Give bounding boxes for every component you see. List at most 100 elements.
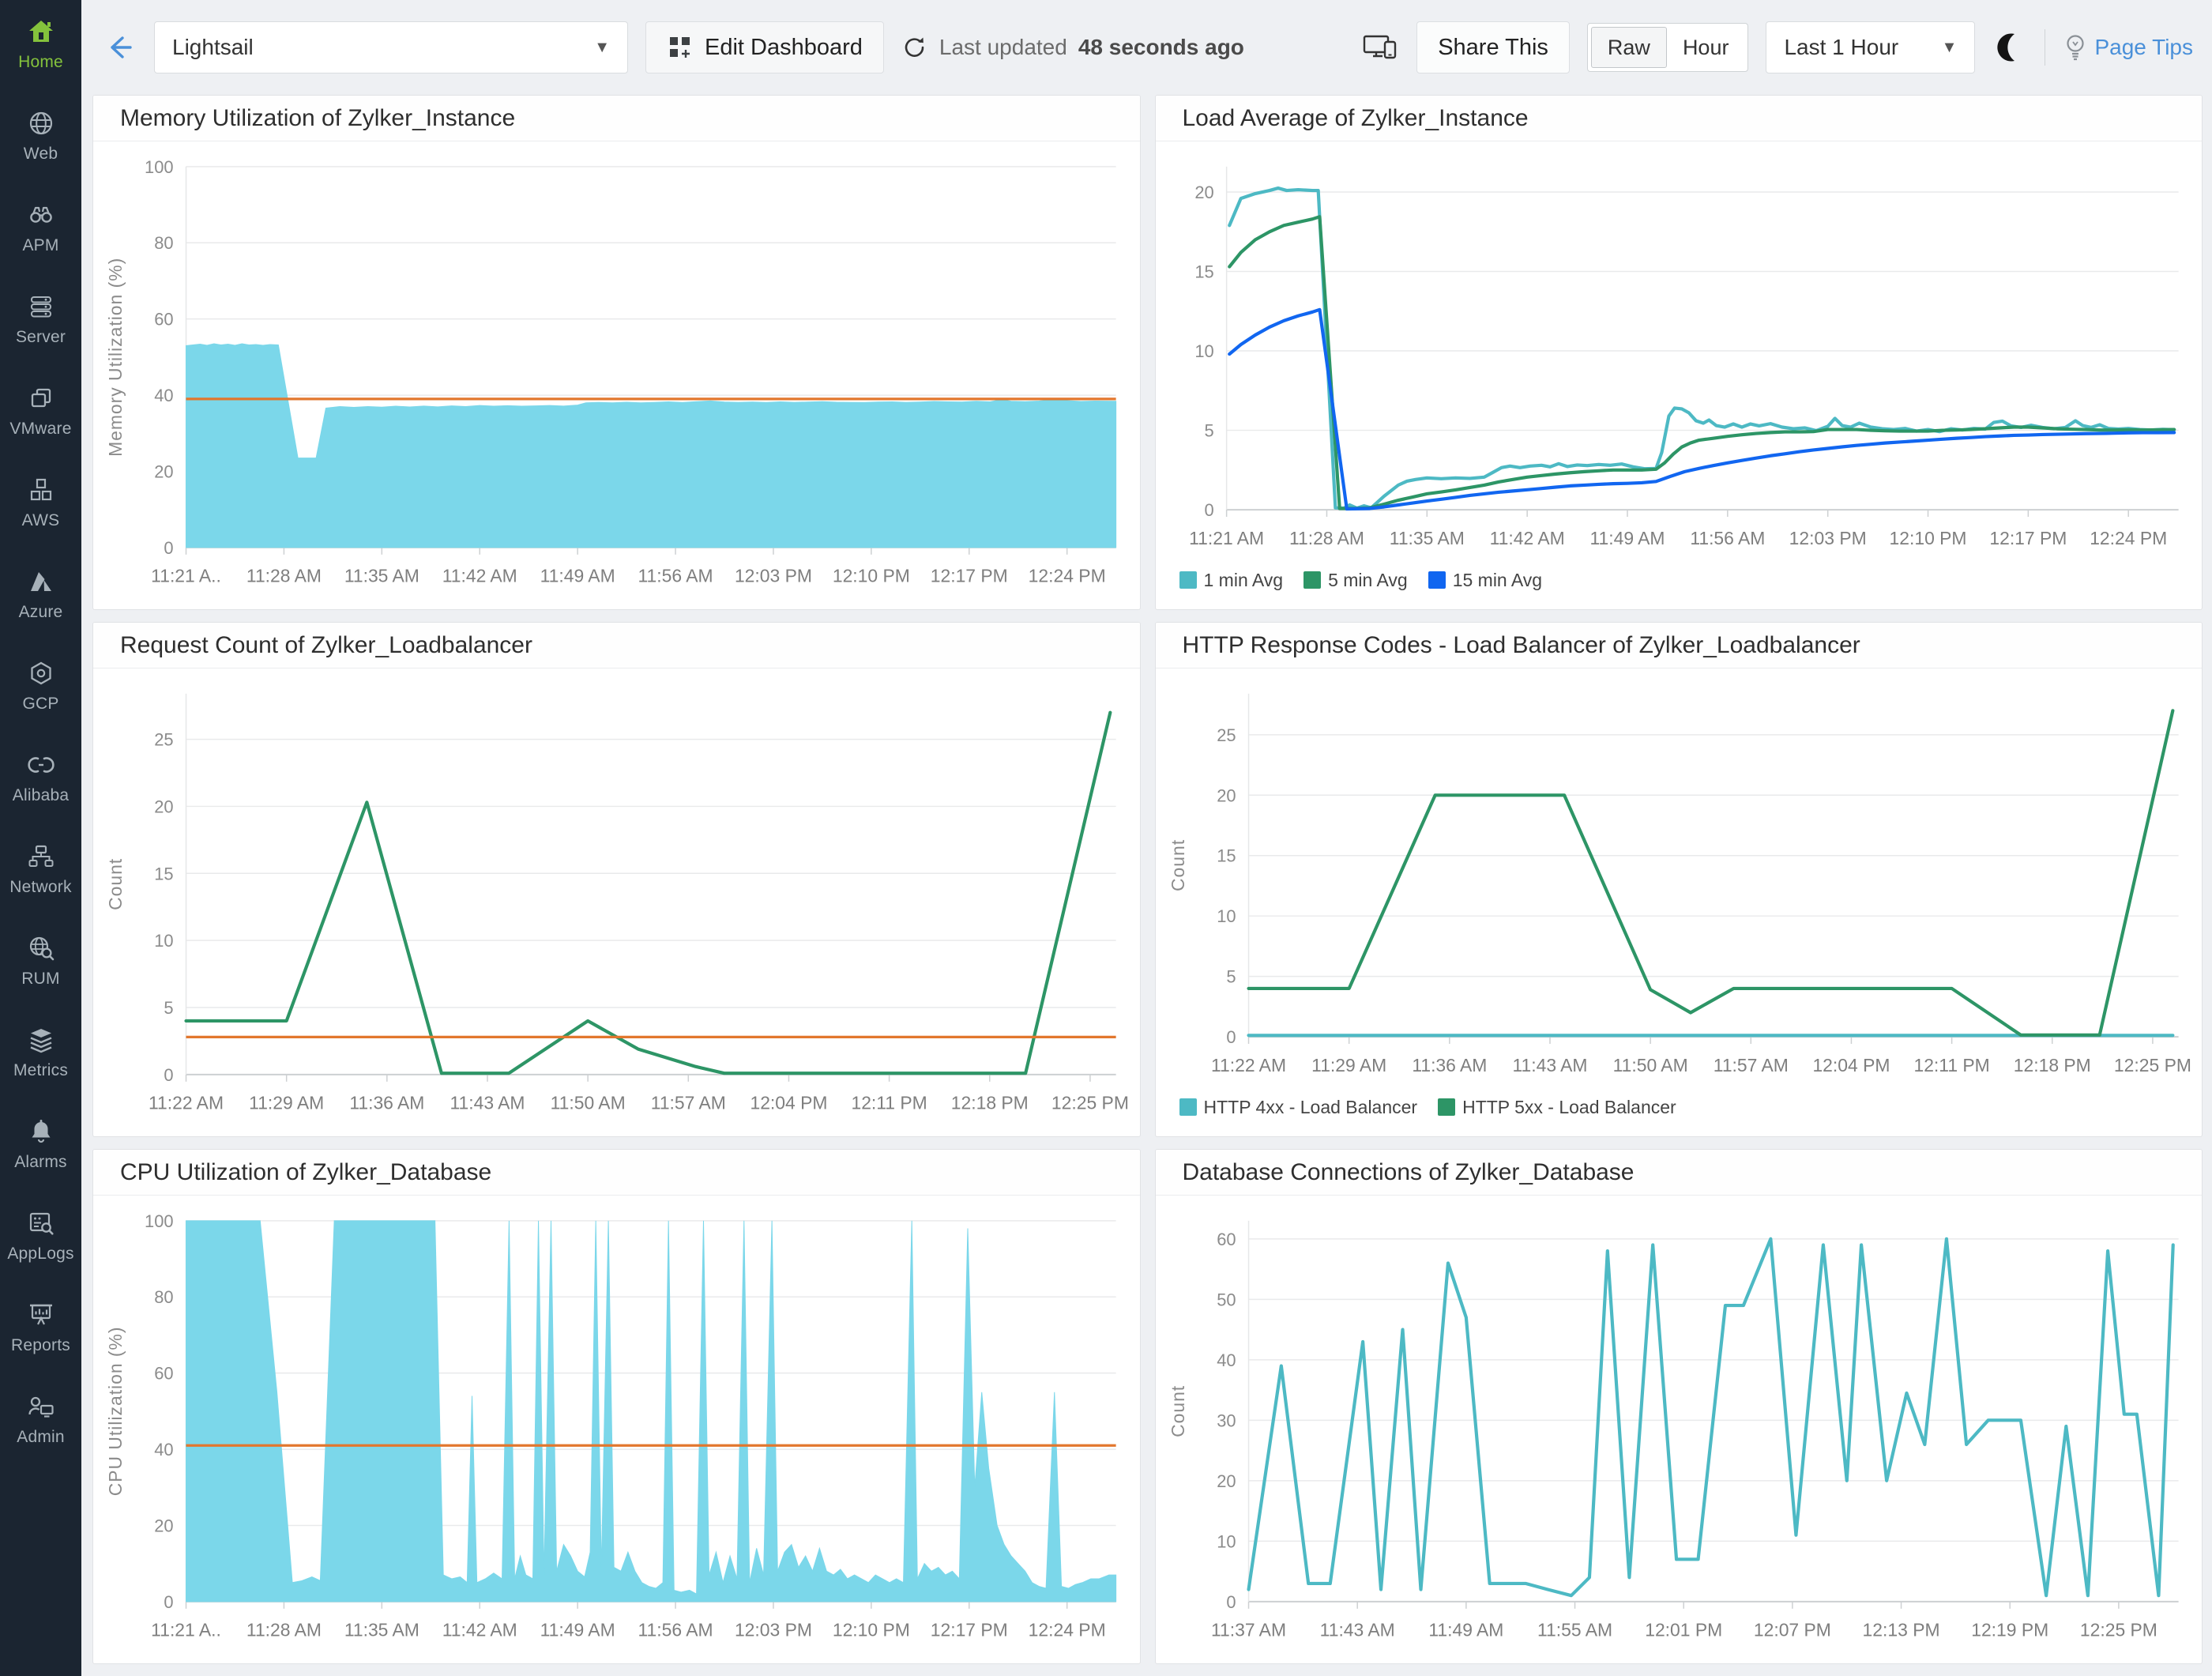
svg-text:15: 15 [1194, 262, 1213, 282]
refresh-icon[interactable] [901, 34, 928, 61]
svg-text:20: 20 [1194, 183, 1213, 202]
svg-text:50: 50 [1217, 1290, 1236, 1309]
svg-text:60: 60 [154, 310, 173, 330]
legend-item[interactable]: 1 min Avg [1179, 570, 1283, 591]
svg-text:40: 40 [1217, 1350, 1236, 1370]
dashboard-select-value: Lightsail [172, 35, 254, 59]
legend-label: 5 min Avg [1328, 569, 1408, 590]
svg-text:11:49 AM: 11:49 AM [1589, 528, 1665, 548]
last-updated: Last updated 48 seconds ago [901, 34, 1244, 61]
svg-text:5: 5 [164, 998, 173, 1018]
sidebar-item-azure[interactable]: Azure [0, 567, 81, 622]
database-connections-chart[interactable]: 0 10 20 30 40 50 60 11:37 AM 11:43 AM 11:49 AM 11:… [1156, 1196, 2203, 1663]
legend-item[interactable]: HTTP 5xx - Load Balancer [1438, 1097, 1676, 1118]
legend-swatch [1304, 571, 1322, 589]
dark-mode-moon-icon[interactable] [1992, 30, 2027, 65]
sidebar-item-rum[interactable]: RUM [0, 934, 81, 989]
svg-text:0: 0 [164, 1065, 173, 1085]
svg-text:10: 10 [1194, 341, 1213, 361]
svg-text:11:49 AM: 11:49 AM [540, 1620, 615, 1640]
dashboard-select[interactable]: Lightsail ▼ [154, 21, 628, 73]
sidebar-item-label: GCP [22, 695, 59, 713]
svg-text:60: 60 [154, 1364, 173, 1384]
sidebar-item-metrics[interactable]: Metrics [0, 1026, 81, 1080]
sidebar-item-vmware[interactable]: VMware [0, 384, 81, 439]
svg-text:40: 40 [154, 1440, 173, 1459]
svg-text:12:13 PM: 12:13 PM [1862, 1620, 1939, 1640]
svg-text:11:36 AM: 11:36 AM [1412, 1055, 1487, 1075]
edit-dashboard-button[interactable]: Edit Dashboard [645, 21, 884, 73]
svg-text:100: 100 [145, 157, 174, 177]
legend-item[interactable]: 5 min Avg [1304, 570, 1408, 591]
sidebar-item-alibaba[interactable]: Alibaba [0, 751, 81, 805]
granularity-raw[interactable]: Raw [1590, 27, 1667, 68]
svg-text:11:29 AM: 11:29 AM [249, 1093, 324, 1113]
sidebar-item-label: VMware [9, 420, 72, 438]
last-updated-prefix: Last updated [939, 35, 1067, 59]
sidebar-item-label: Server [15, 328, 66, 346]
sidebar-item-web[interactable]: Web [0, 109, 81, 164]
network-nodes-icon [28, 845, 53, 867]
hexagon-icon [30, 661, 51, 685]
sidebar-item-label: Web [23, 145, 58, 163]
request-count-chart[interactable]: 0 5 10 15 20 25 11:22 AM 11:29 AM 11:36 AM 11:43 … [93, 669, 1140, 1136]
svg-text:Count: Count [105, 858, 126, 910]
svg-text:Count: Count [1167, 1385, 1187, 1437]
home-icon [28, 21, 53, 42]
svg-text:80: 80 [154, 233, 173, 253]
legend-item[interactable]: HTTP 4xx - Load Balancer [1179, 1097, 1417, 1118]
sidebar-item-apm[interactable]: APM [0, 201, 81, 255]
sidebar-item-aws[interactable]: AWS [0, 476, 81, 530]
svg-text:12:03 PM: 12:03 PM [735, 566, 812, 586]
sidebar-item-home[interactable]: Home [0, 17, 81, 72]
svg-text:11:50 AM: 11:50 AM [1612, 1055, 1687, 1075]
share-this-button[interactable]: Share This [1416, 21, 1570, 73]
sidebar-item-applogs[interactable]: AppLogs [0, 1209, 81, 1264]
cpu-utilization-chart[interactable]: 0 20 40 60 80 100 11:21 A.. 11:28 AM 11:35 AM 11:… [93, 1196, 1140, 1663]
svg-text:11:42 AM: 11:42 AM [1489, 528, 1564, 548]
legend-item[interactable]: 15 min Avg [1428, 570, 1542, 591]
memory-utilization-chart[interactable]: 0 20 40 60 80 100 11:21 A.. 11:28 AM 11:35 AM 11:… [93, 141, 1140, 609]
granularity-hour[interactable]: Hour [1682, 35, 1729, 59]
svg-text:15: 15 [1217, 846, 1236, 866]
sidebar-item-reports[interactable]: Reports [0, 1301, 81, 1355]
back-arrow-icon[interactable] [102, 30, 137, 65]
time-range-value: Last 1 Hour [1784, 35, 1899, 59]
svg-text:20: 20 [1217, 1471, 1236, 1491]
granularity-toggle: Raw Hour [1586, 23, 1749, 72]
panel-header: Database Connections of Zylker_Database [1155, 1150, 2202, 1196]
svg-text:0: 0 [164, 538, 173, 558]
sidebar-item-network[interactable]: Network [0, 842, 81, 897]
sidebar-item-gcp[interactable]: GCP [0, 659, 81, 714]
load-average-chart[interactable]: 0 5 10 15 20 11:21 AM 11:28 AM 11:35 AM 11:42 AM… [1156, 141, 2203, 609]
panel-header: Request Count of Zylker_Loadbalancer [93, 623, 1140, 669]
svg-text:20: 20 [1217, 785, 1236, 805]
chevron-down-icon: ▼ [1941, 38, 1958, 56]
sidebar-item-server[interactable]: Server [0, 292, 81, 347]
svg-text:12:11 PM: 12:11 PM [1913, 1055, 1989, 1075]
panel-title: Memory Utilization of Zylker_Instance [120, 104, 516, 131]
svg-text:11:29 AM: 11:29 AM [1311, 1055, 1386, 1075]
svg-text:12:11 PM: 12:11 PM [851, 1093, 927, 1113]
svg-text:10: 10 [1217, 1531, 1236, 1551]
page-tips-link[interactable]: Page Tips [2063, 32, 2193, 62]
svg-text:12:18 PM: 12:18 PM [951, 1093, 1029, 1113]
time-range-select[interactable]: Last 1 Hour ▼ [1766, 21, 1976, 73]
sidebar-item-alarms[interactable]: Alarms [0, 1117, 81, 1172]
server-stack-icon [30, 296, 51, 318]
devices-icon[interactable] [1361, 30, 1399, 65]
http-response-codes-chart[interactable]: 0 5 10 15 20 25 11:22 AM 11:29 AM 11:36 AM 11:43 … [1156, 669, 2203, 1136]
svg-text:15: 15 [154, 864, 173, 883]
svg-text:11:28 AM: 11:28 AM [246, 1620, 322, 1640]
svg-text:25: 25 [154, 730, 173, 750]
svg-text:11:36 AM: 11:36 AM [349, 1093, 424, 1113]
panel-title: Load Average of Zylker_Instance [1182, 104, 1529, 131]
sidebar-nav: Home Web APM Server VMware AWS Azure GCP Alibaba… [0, 0, 81, 1676]
svg-text:11:21 A..: 11:21 A.. [151, 566, 221, 586]
svg-text:11:56 AM: 11:56 AM [1690, 528, 1765, 548]
svg-text:11:43 AM: 11:43 AM [450, 1093, 525, 1113]
sidebar-item-label: Network [9, 878, 72, 896]
svg-text:11:43 AM: 11:43 AM [1512, 1055, 1587, 1075]
sidebar-item-admin[interactable]: Admin [0, 1392, 81, 1447]
svg-text:30: 30 [1217, 1410, 1236, 1430]
